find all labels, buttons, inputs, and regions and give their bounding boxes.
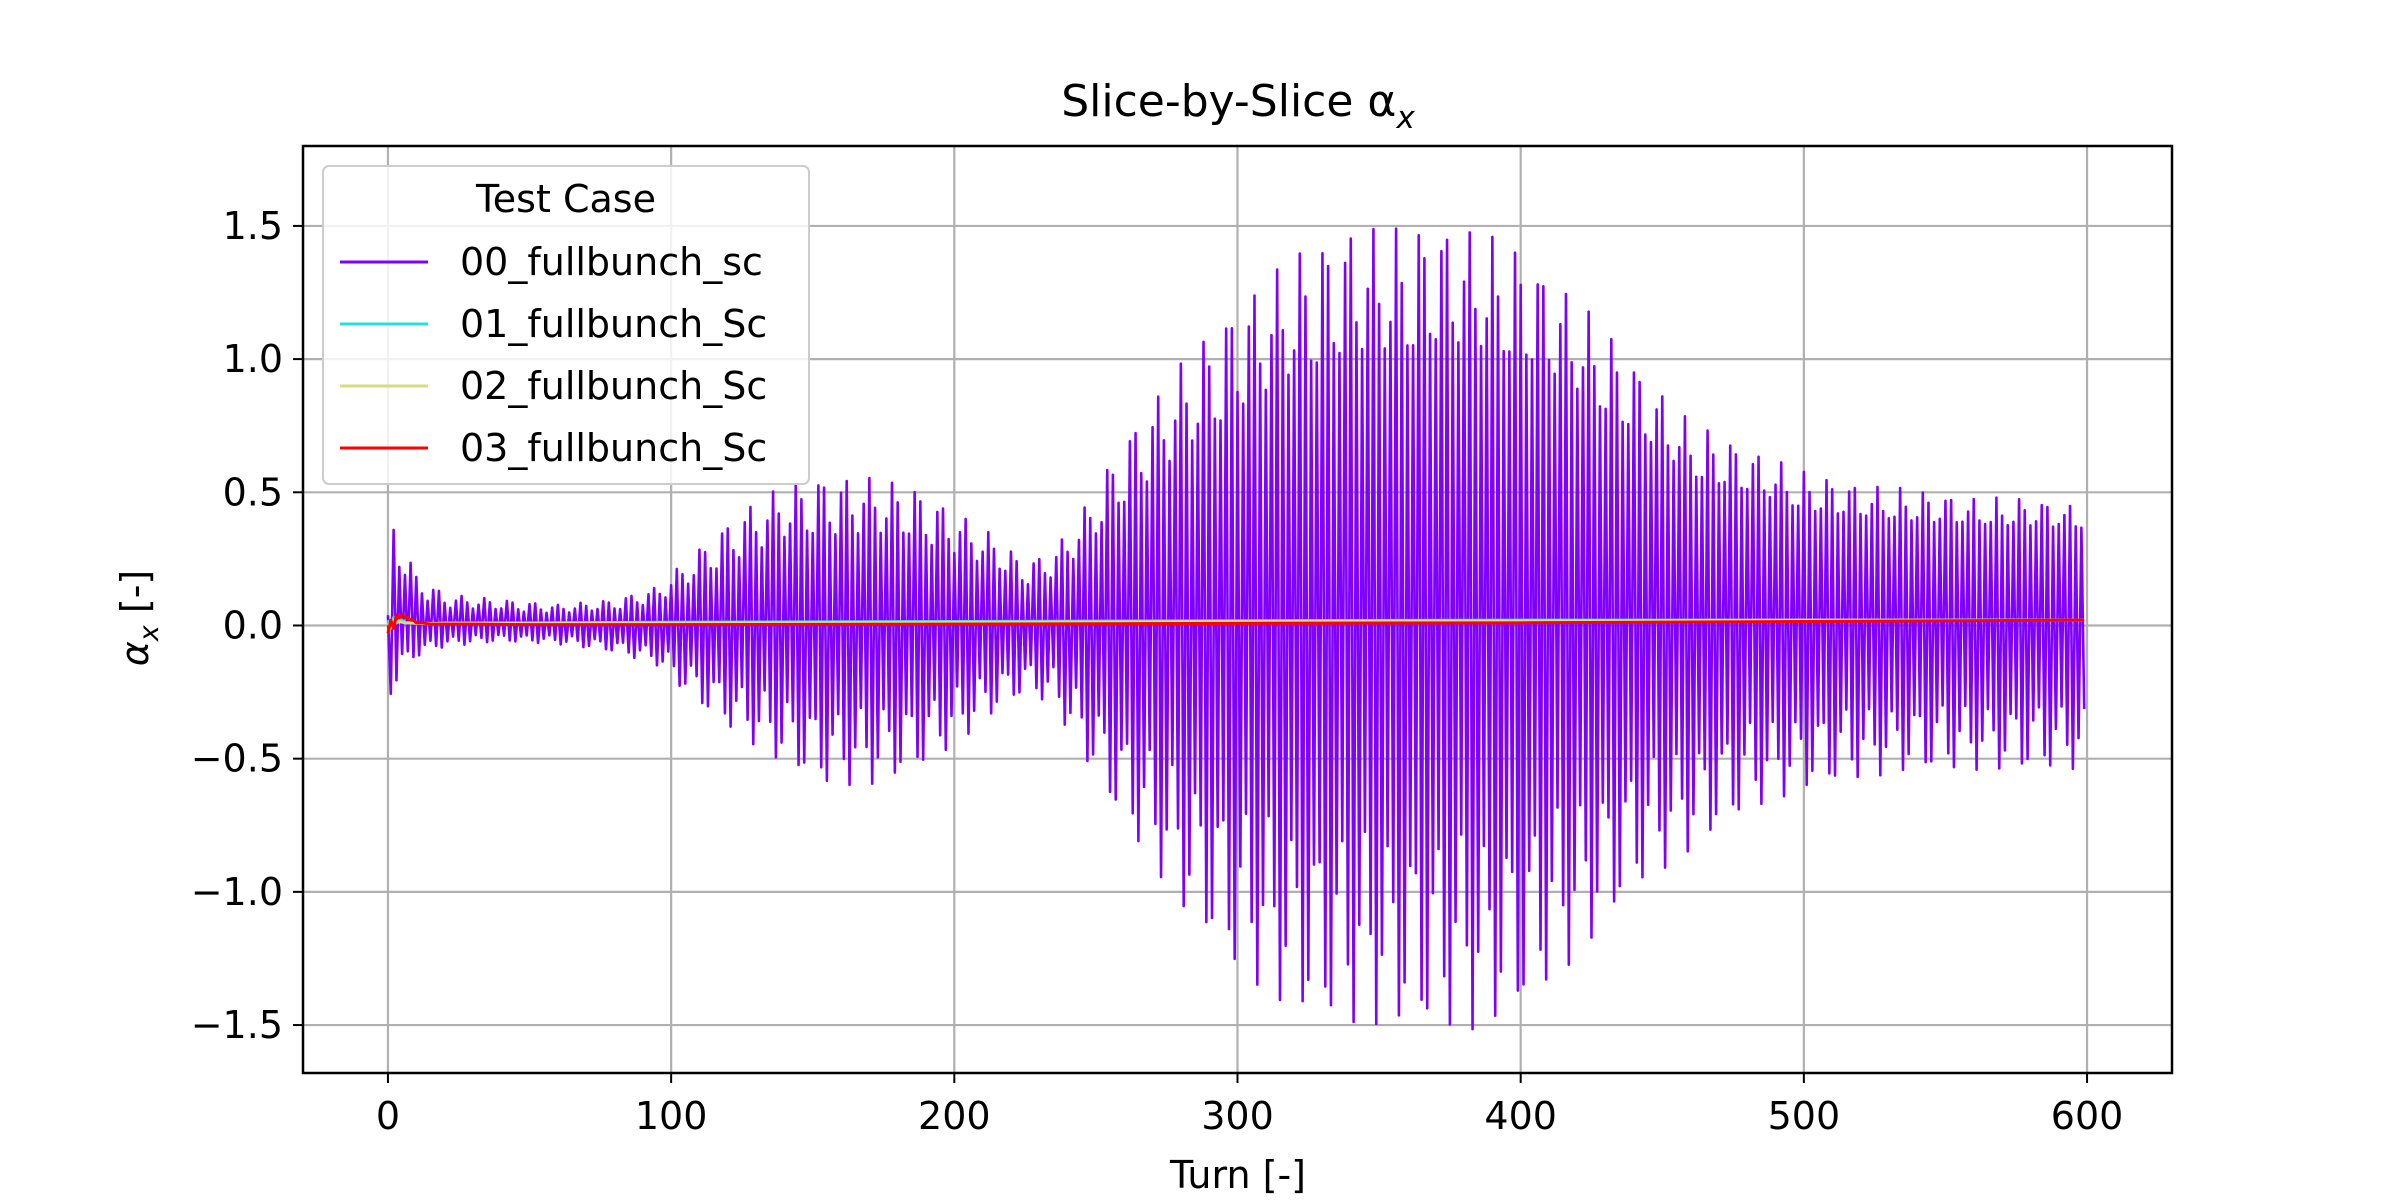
legend-entries: 00_fullbunch_sc 01_fullbunch_Sc 02_fullbun… bbox=[340, 240, 767, 470]
y-tick-label: 0.0 bbox=[223, 603, 283, 647]
legend-label: 03_fullbunch_Sc bbox=[460, 426, 767, 470]
chart-title: Slice-by-Slice αx bbox=[1061, 76, 1415, 136]
y-tick-label: −1.5 bbox=[191, 1003, 283, 1047]
x-axis-label: Turn [-] bbox=[1169, 1153, 1306, 1197]
series-layer bbox=[386, 227, 2086, 1031]
x-tick-label: 300 bbox=[1201, 1094, 1274, 1138]
x-tick-label: 400 bbox=[1484, 1094, 1557, 1138]
chart-title-subscript: x bbox=[1395, 100, 1415, 136]
legend: Test Case 00_fullbunch_sc 01_fullbunch_Sc… bbox=[322, 165, 810, 485]
x-tick-label: 500 bbox=[1768, 1094, 1841, 1138]
legend-title: Test Case bbox=[475, 177, 656, 221]
legend-label: 01_fullbunch_Sc bbox=[460, 302, 767, 346]
y-axis-label-unit: [-] bbox=[113, 570, 157, 625]
legend-box bbox=[322, 165, 810, 485]
x-tick-label: 100 bbox=[635, 1094, 708, 1138]
legend-label: 02_fullbunch_Sc bbox=[460, 364, 767, 408]
x-tick-label: 600 bbox=[2051, 1094, 2124, 1138]
y-axis-label: αx [-] bbox=[113, 570, 165, 667]
series-line-00_fullbunch_sc bbox=[386, 227, 2086, 1031]
ticks: 0 100 200 300 400 500 600 −1.5 −1.0 −0.5 0.0 0.5 1.0… bbox=[191, 204, 2124, 1138]
y-tick-label: 0.5 bbox=[223, 470, 283, 514]
legend-label: 00_fullbunch_sc bbox=[460, 240, 763, 284]
y-tick-label: −1.0 bbox=[191, 870, 283, 914]
x-tick-label: 0 bbox=[376, 1094, 400, 1138]
y-tick-label: 1.5 bbox=[223, 204, 283, 248]
y-tick-label: 1.0 bbox=[223, 337, 283, 381]
y-tick-label: −0.5 bbox=[191, 737, 283, 781]
x-tick-label: 200 bbox=[918, 1094, 991, 1138]
series-line-03_fullbunch_Sc bbox=[386, 613, 2085, 634]
y-axis-label-subscript: x bbox=[134, 624, 165, 642]
plot-area: 0 100 200 300 400 500 600 −1.5 −1.0 −0.5 0.0 0.5 1.0… bbox=[191, 144, 2174, 1138]
